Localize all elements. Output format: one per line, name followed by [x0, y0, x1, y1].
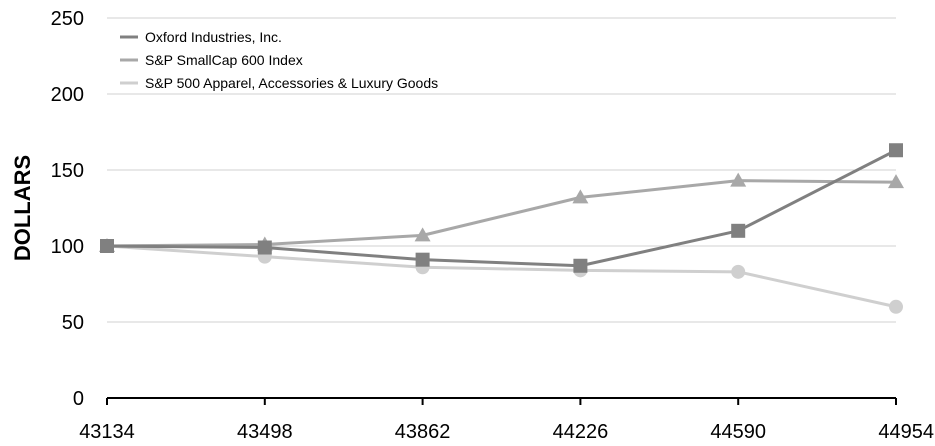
y-tick-label: 100 — [51, 236, 84, 258]
data-point — [415, 252, 430, 267]
data-point — [730, 172, 747, 187]
y-axis-ticks: 0 50 100 150 200 250 — [51, 8, 84, 410]
y-tick-label: 150 — [51, 160, 84, 182]
y-tick-label: 0 — [73, 388, 84, 410]
x-tick-label: 44226 — [553, 421, 609, 443]
series-line — [106, 148, 897, 268]
series-0 — [100, 143, 903, 273]
data-point — [100, 239, 114, 253]
x-tick-label: 43862 — [395, 421, 451, 443]
data-point — [731, 264, 746, 279]
data-point — [414, 227, 431, 242]
x-tick-label: 43498 — [237, 421, 293, 443]
data-point — [889, 143, 903, 158]
x-tick-label: 43134 — [79, 421, 135, 443]
data-point — [572, 189, 589, 204]
legend-label: S&P 500 Apparel, Accessories & Luxury Go… — [145, 75, 438, 91]
series-line — [106, 244, 897, 309]
y-tick-label: 50 — [62, 312, 84, 334]
data-point — [889, 299, 903, 314]
x-tick-label: 44954 — [878, 421, 934, 443]
legend-label: Oxford Industries, Inc. — [145, 29, 282, 45]
y-tick-label: 250 — [51, 8, 84, 30]
data-point — [888, 174, 904, 189]
data-point — [257, 240, 272, 255]
series-layer — [99, 143, 904, 314]
y-axis-title: DOLLARS — [10, 155, 35, 261]
y-tick-label: 200 — [51, 84, 84, 106]
series-line — [106, 179, 897, 248]
x-tick-label: 44590 — [710, 421, 766, 443]
series-1 — [99, 172, 904, 252]
x-axis-ticks: 43134 43498 43862 44226 44590 44954 — [79, 398, 934, 443]
data-point — [731, 223, 746, 238]
series-2 — [100, 239, 903, 314]
legend-label: S&P SmallCap 600 Index — [145, 52, 303, 68]
data-point — [573, 258, 588, 273]
legend: Oxford Industries, Inc. S&P SmallCap 600 … — [120, 29, 438, 91]
